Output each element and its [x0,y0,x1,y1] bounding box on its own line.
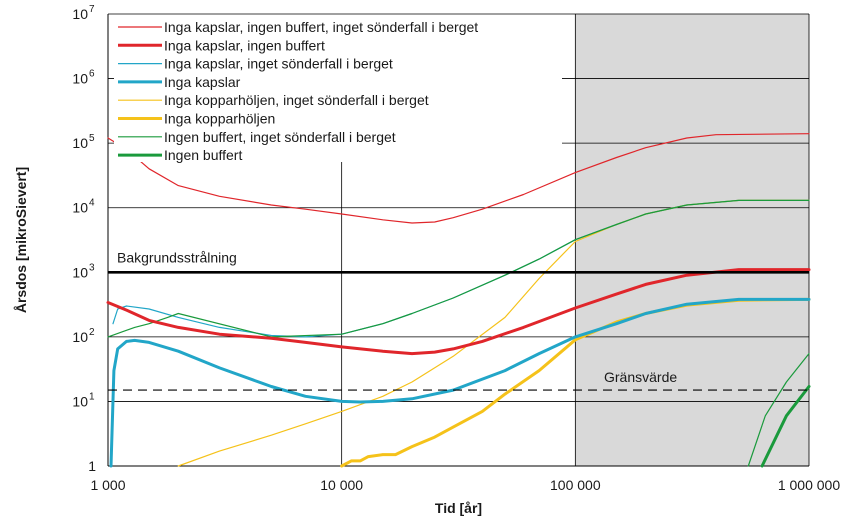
series-line-1 [106,268,811,356]
y-tick-label-0: 1 [88,458,96,474]
y-tick-label-3: 10 [72,264,88,280]
y-tick-label-2: 10 [72,329,88,345]
y-tick-label-1: 10 [72,393,88,409]
series-line-6-tail [747,353,810,467]
legend-label-2: Inga kapslar, inget sönderfall i berget [164,56,393,72]
limit-value-label: Gränsvärde [604,369,677,385]
legend-label-0: Inga kapslar, ingen buffert, inget sönde… [164,19,478,35]
y-tick-label-4: 10 [72,200,88,216]
x-tick-label-2: 100 000 [550,477,601,493]
x-tick-label-3: 1 000 000 [778,477,840,493]
legend-label-7: Ingen buffert [164,147,242,163]
y-tick-label-7: 10 [72,6,88,22]
legend-label-3: Inga kapslar [164,74,241,90]
series-line-0 [107,133,810,224]
y-tick-exponent-5: 5 [89,133,95,144]
legend-label-4: Inga kopparhöljen, inget sönderfall i be… [164,92,429,108]
shaded-region [575,14,809,466]
y-tick-exponent-2: 2 [89,327,95,338]
background-radiation-label: Bakgrundsstrålning [117,249,237,265]
y-tick-label-6: 10 [72,71,88,87]
y-tick-exponent-3: 3 [89,262,95,273]
y-tick-exponent-7: 7 [89,4,95,15]
legend-box [114,16,562,162]
y-axis-title: Årsdos [mikroSievert] [13,167,29,313]
series-line-7 [760,385,811,468]
y-tick-exponent-6: 6 [89,69,95,80]
series-line-6 [107,199,810,338]
legend-label-1: Inga kapslar, ingen buffert [164,37,325,53]
x-axis-title: Tid [år] [435,500,482,516]
y-tick-label-5: 10 [72,135,88,151]
legend-label-5: Inga kopparhöljen [164,111,275,127]
y-tick-exponent-1: 1 [89,391,95,402]
x-tick-label-0: 1 000 [90,477,125,493]
legend-label-6: Ingen buffert, inget sönderfall i berget [164,129,396,145]
series-line-3 [109,297,811,468]
y-tick-exponent-4: 4 [89,198,95,209]
x-tick-label-1: 10 000 [320,477,363,493]
